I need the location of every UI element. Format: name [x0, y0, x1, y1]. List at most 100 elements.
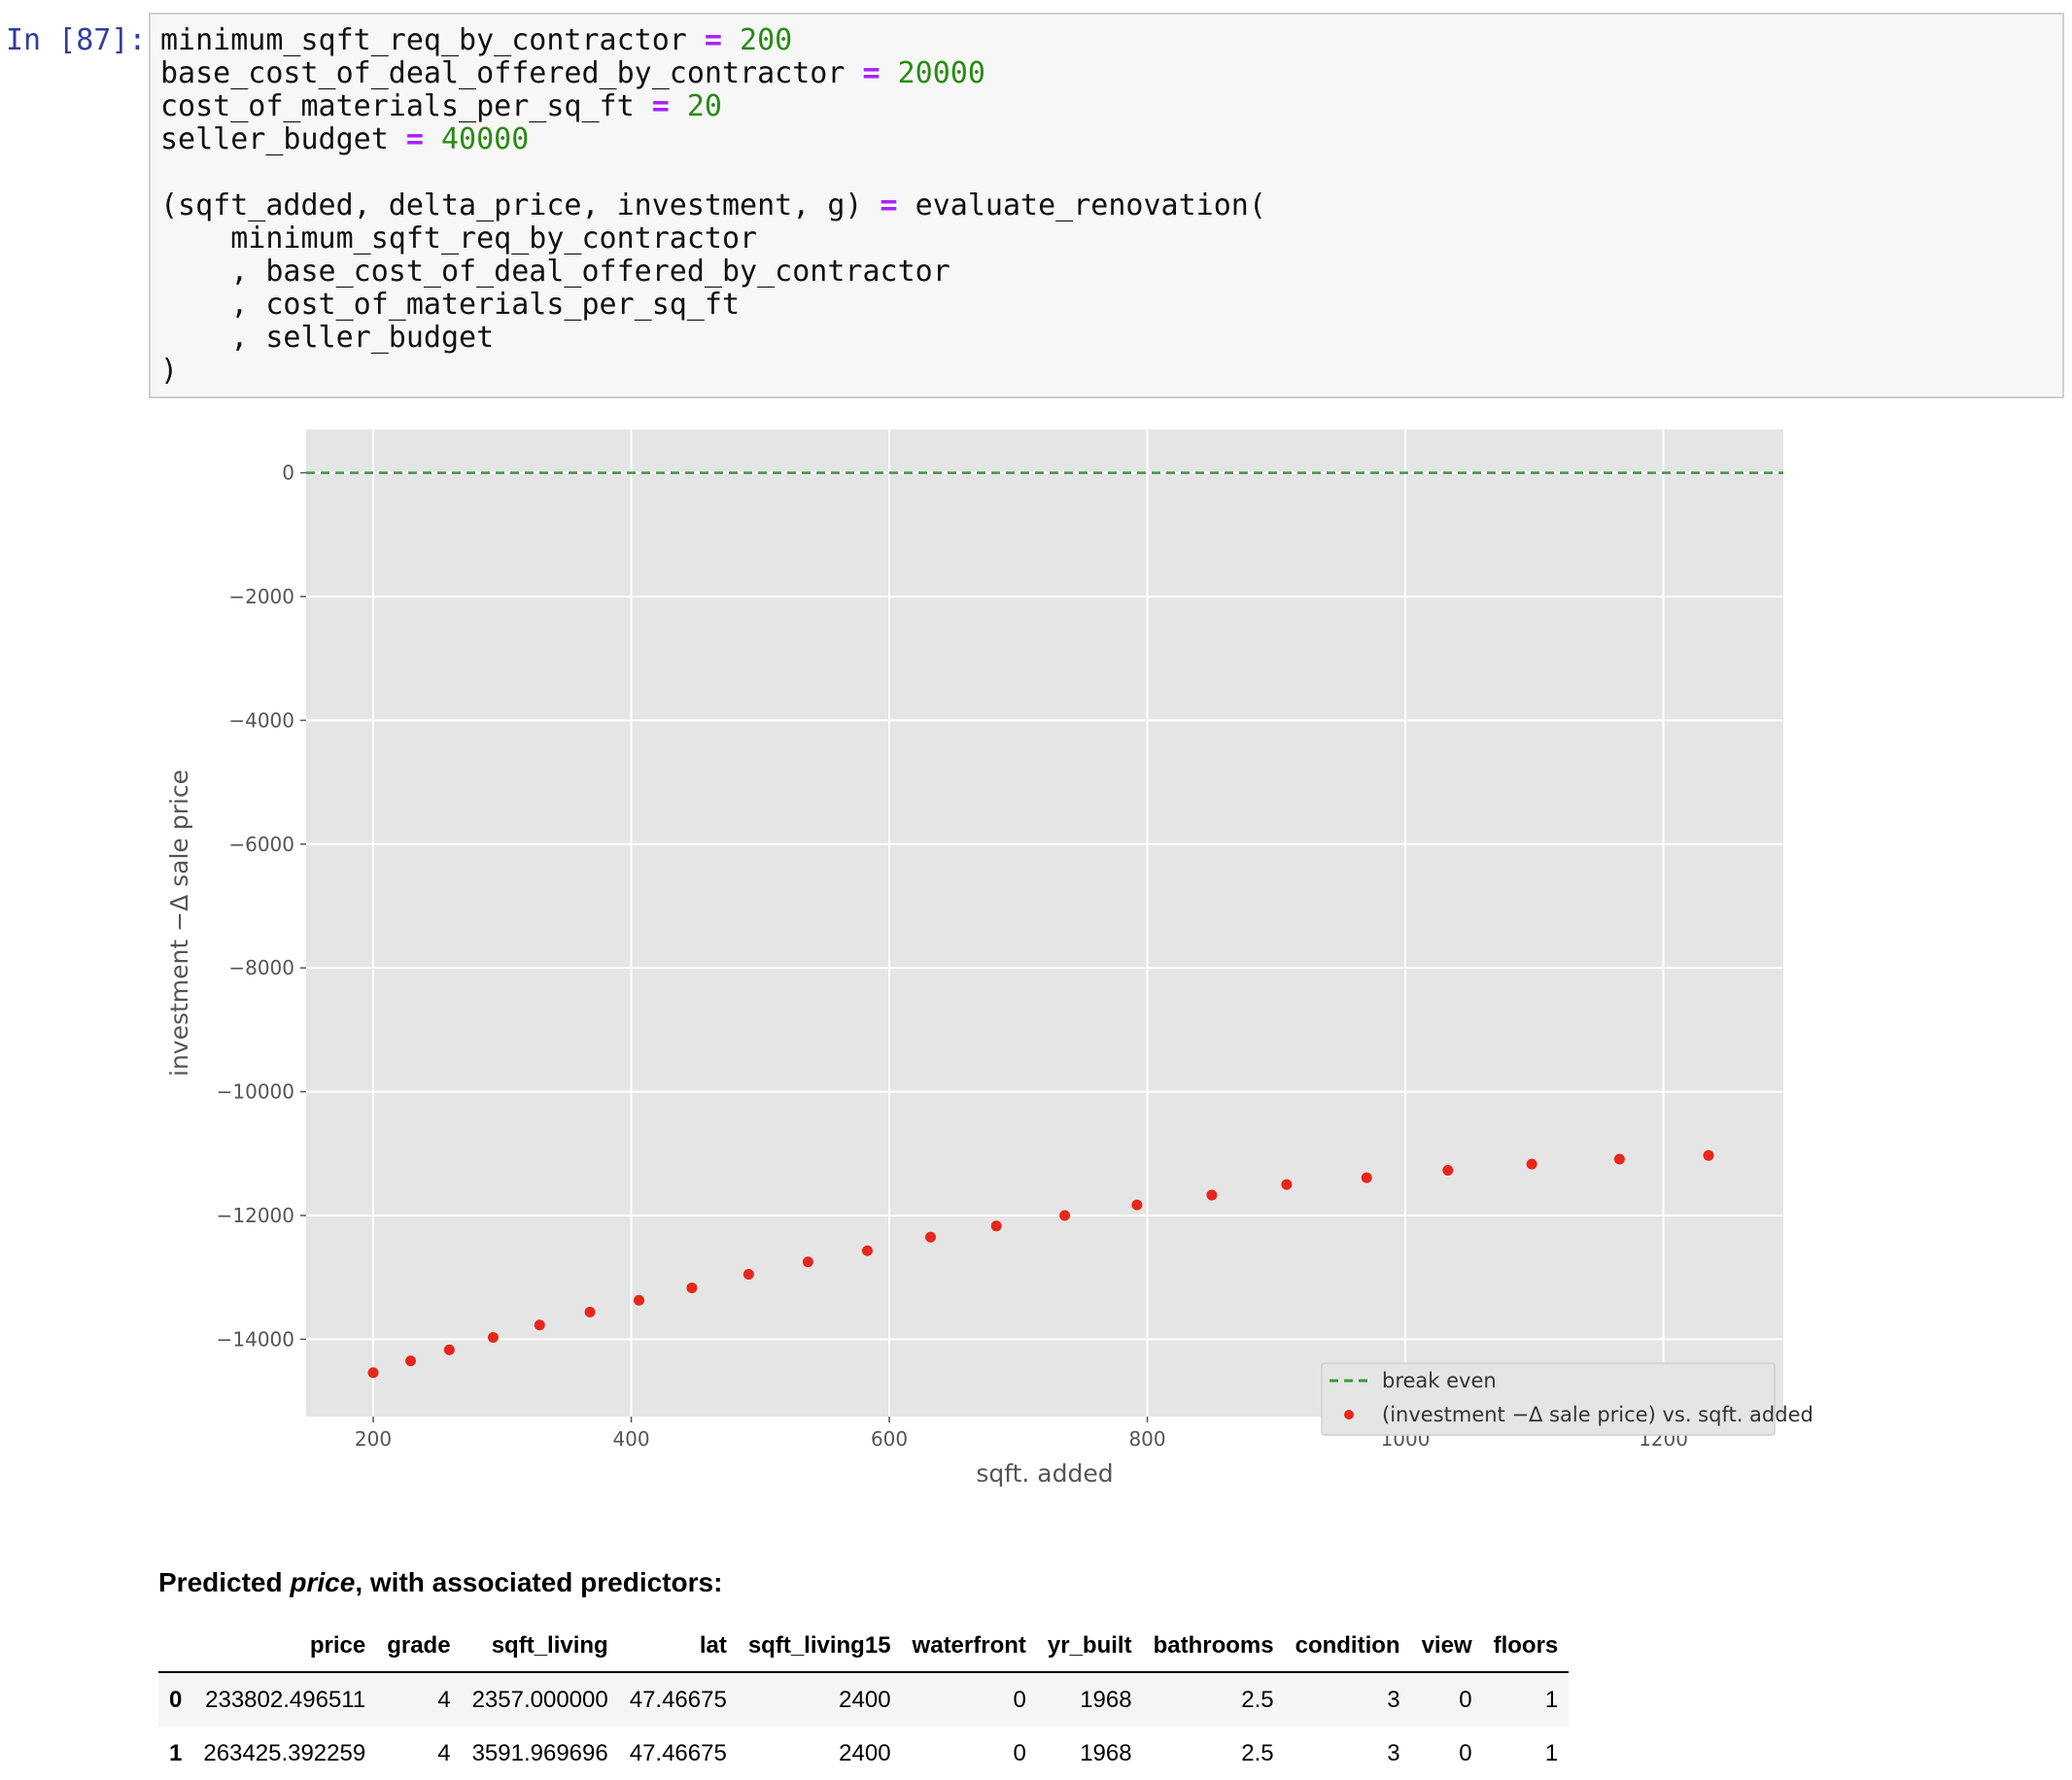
data-point — [1703, 1149, 1714, 1161]
table-cell: 2357.000000 — [471, 1686, 608, 1713]
data-points — [367, 1149, 1714, 1379]
column-header: condition — [1284, 1621, 1411, 1673]
code-token: ) — [160, 354, 179, 388]
code-cell-editor[interactable]: minimum_sqft_req_by_contractor = 200 bas… — [149, 13, 2064, 398]
legend: break even (investment −Δ sale price) vs… — [1321, 1362, 1813, 1436]
table-header-row: price grade sqft_living lat sqft_living15 wat… — [158, 1621, 1570, 1673]
y-tick-label: −2000 — [228, 585, 294, 608]
code-token: , seller_budget — [160, 321, 495, 355]
data-point — [1613, 1153, 1625, 1165]
table-cell: 1968 — [1080, 1686, 1132, 1713]
column-header: view — [1410, 1621, 1483, 1673]
column-header: lat — [618, 1621, 738, 1673]
y-ticks: 0 −2000 −4000 −6000 −8000 −10000 −12000 −14000 — [217, 462, 306, 1351]
code-operator: = — [862, 56, 881, 90]
table-cell: 2.5 — [1241, 1739, 1274, 1766]
column-header: floors — [1482, 1621, 1570, 1673]
column-header: sqft_living15 — [737, 1621, 902, 1673]
data-point — [1442, 1164, 1454, 1176]
code-number: 20000 — [897, 56, 985, 90]
code-token: (sqft_added, delta_price, investment, g) — [160, 188, 881, 222]
data-point — [742, 1268, 754, 1280]
code-token: minimum_sqft_req_by_contractor — [160, 23, 705, 57]
x-tick-label: 200 — [355, 1427, 392, 1451]
table-cell: 1968 — [1080, 1739, 1132, 1766]
table-cell: 3 — [1387, 1686, 1400, 1713]
code-token: base_cost_of_deal_offered_by_contractor — [160, 56, 863, 90]
code-number: 20 — [686, 89, 722, 123]
x-tick-label: 800 — [1128, 1427, 1165, 1451]
output-heading-post: , with associated predictors: — [355, 1567, 723, 1597]
column-header: bathrooms — [1142, 1621, 1285, 1673]
y-tick-label: −10000 — [217, 1080, 294, 1104]
data-point — [686, 1283, 698, 1294]
code-token — [424, 122, 441, 156]
code-token: seller_budget — [160, 122, 406, 156]
data-point — [584, 1306, 596, 1318]
y-tick-label: 0 — [282, 462, 294, 485]
table-cell: 47.46675 — [629, 1739, 727, 1766]
y-tick-label: −12000 — [217, 1204, 294, 1227]
x-axis-label: sqft. added — [976, 1459, 1113, 1488]
data-point — [1281, 1179, 1293, 1190]
data-point — [1526, 1158, 1537, 1170]
code-token — [722, 23, 740, 57]
data-point — [861, 1245, 873, 1256]
table-cell: 2400 — [839, 1686, 891, 1713]
table-cell: 1 — [1544, 1739, 1559, 1766]
plot-area — [306, 429, 1783, 1417]
data-point — [990, 1220, 1002, 1232]
predictions-table: price grade sqft_living lat sqft_living15 wat… — [158, 1621, 1570, 1780]
code-number: 200 — [740, 23, 793, 57]
output-heading-emphasis: price — [290, 1567, 356, 1597]
data-point — [443, 1344, 455, 1355]
data-point — [534, 1319, 545, 1331]
code-text[interactable]: minimum_sqft_req_by_contractor = 200 bas… — [160, 24, 1266, 388]
output-heading: Predicted price, with associated predict… — [158, 1567, 722, 1598]
data-point — [1131, 1199, 1143, 1211]
table-cell: 233802.496511 — [205, 1686, 366, 1713]
column-header — [158, 1621, 193, 1673]
legend-break-even-label: break even — [1382, 1369, 1497, 1392]
code-token: , cost_of_materials_per_sq_ft — [160, 288, 741, 322]
column-header: waterfront — [901, 1621, 1037, 1673]
data-point — [487, 1331, 499, 1343]
y-tick-label: −8000 — [228, 956, 294, 979]
code-operator: = — [880, 188, 898, 222]
table-cell: 1 — [1544, 1686, 1559, 1713]
table-row: 1 263425.392259 4 3591.969696 47.46675 2400 0 1… — [158, 1727, 1569, 1780]
x-tick-label: 400 — [612, 1427, 649, 1451]
table-cell: 2.5 — [1241, 1686, 1274, 1713]
data-point — [367, 1367, 379, 1379]
output-heading-pre: Predicted — [158, 1567, 291, 1597]
table-cell: 47.46675 — [629, 1686, 727, 1713]
code-token — [670, 89, 687, 123]
data-point — [1206, 1189, 1218, 1201]
grid-lines — [306, 429, 1783, 1417]
code-operator: = — [651, 89, 670, 123]
code-token: cost_of_materials_per_sq_ft — [160, 89, 652, 123]
row-index: 1 — [169, 1739, 183, 1766]
data-point — [1361, 1172, 1372, 1183]
y-tick-label: −14000 — [217, 1327, 294, 1351]
code-token — [881, 56, 898, 90]
data-point — [802, 1256, 813, 1268]
column-header: grade — [376, 1621, 462, 1673]
column-header: price — [192, 1621, 377, 1673]
column-header: yr_built — [1036, 1621, 1143, 1673]
table-row: 0 233802.496511 4 2357.000000 47.46675 2400 0 1… — [158, 1672, 1570, 1727]
code-operator: = — [704, 23, 722, 57]
code-token: minimum_sqft_req_by_contractor — [160, 222, 758, 256]
legend-scatter-label: (investment −Δ sale price) vs. sqft. add… — [1382, 1403, 1813, 1426]
code-token: evaluate_renovation( — [897, 188, 1266, 222]
y-axis-label: investment −Δ sale price — [165, 770, 193, 1077]
code-number: 40000 — [441, 122, 530, 156]
column-header: sqft_living — [461, 1621, 619, 1673]
table-cell: 263425.392259 — [203, 1739, 366, 1766]
data-point — [925, 1231, 937, 1243]
data-point — [405, 1355, 417, 1367]
table-cell: 0 — [1459, 1686, 1472, 1713]
code-token: , base_cost_of_deal_offered_by_contracto… — [160, 255, 950, 289]
table-cell: 4 — [437, 1686, 451, 1713]
y-tick-label: −6000 — [228, 833, 294, 856]
